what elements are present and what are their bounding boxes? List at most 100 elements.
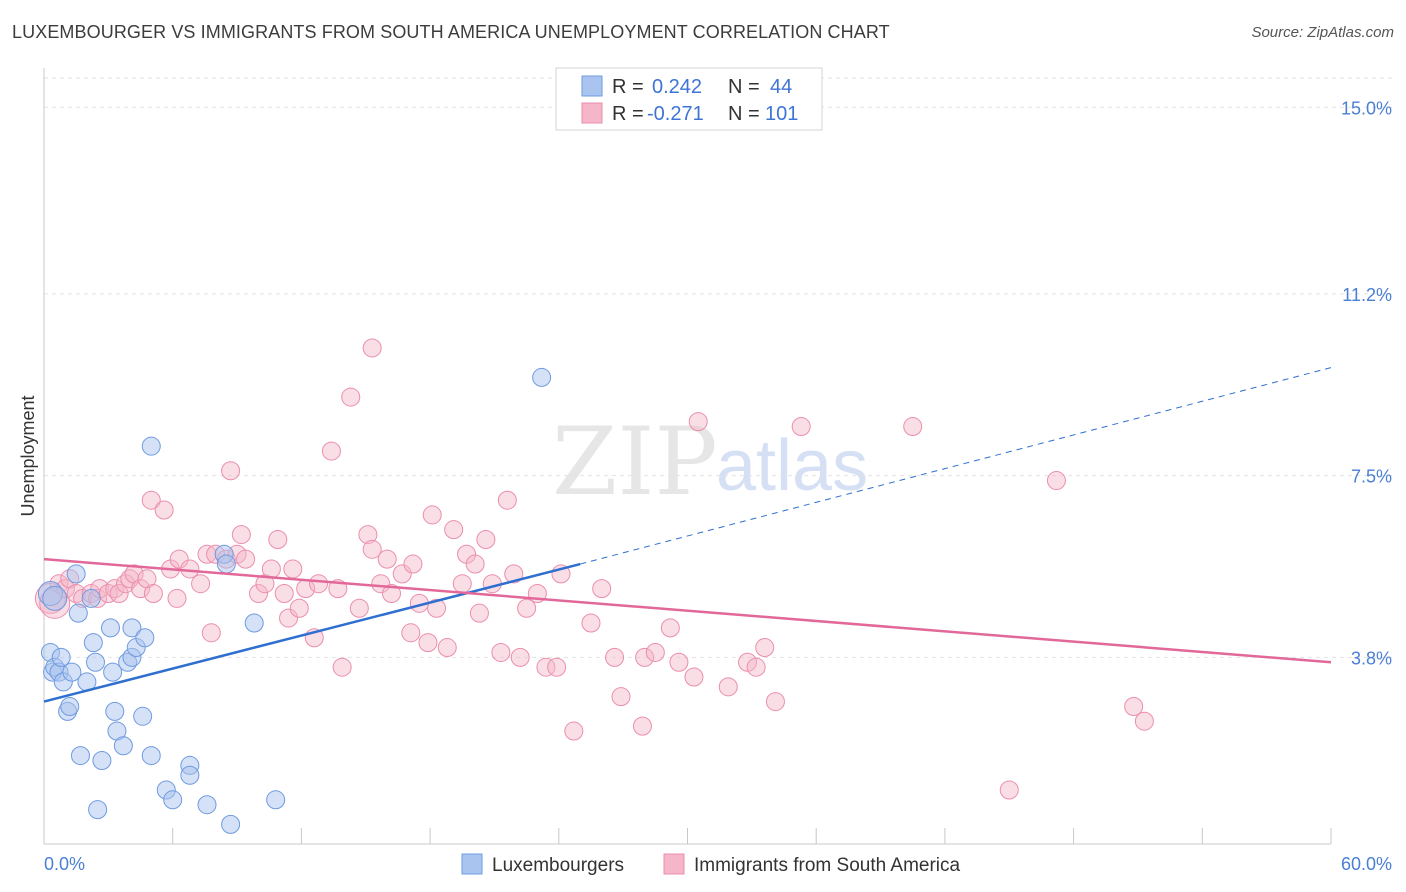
scatter-point-luxembourgers <box>81 588 101 608</box>
scatter-point-luxembourgers <box>60 696 80 716</box>
scatter-point-south-america <box>261 559 281 579</box>
scatter-point-south-america <box>201 623 221 643</box>
scatter-point-south-america <box>362 338 382 358</box>
scatter-point-luxembourgers <box>70 746 90 766</box>
scatter-point-luxembourgers <box>83 633 103 653</box>
bottom-legend-label-south-america: Immigrants from South America <box>694 855 961 876</box>
legend-r-label: R = <box>612 103 644 125</box>
bottom-legend-swatch-south-america <box>663 853 685 875</box>
scatter-point-south-america <box>510 647 530 667</box>
scatter-point-luxembourgers <box>141 436 161 456</box>
x-tick-marks <box>172 828 1332 844</box>
legend: R = 0.242 N = 44 R = -0.271 N = 101 <box>555 67 823 131</box>
scatter-point-south-america <box>465 554 485 574</box>
series-south-america-points <box>34 338 1154 800</box>
scatter-point-south-america <box>418 633 438 653</box>
scatter-point-south-america <box>279 608 299 628</box>
scatter-point-south-america <box>141 490 161 510</box>
scatter-point-south-america <box>581 613 601 633</box>
scatter-point-luxembourgers <box>62 662 82 682</box>
scatter-point-luxembourgers <box>88 800 108 820</box>
scatter-point-south-america <box>131 579 151 599</box>
scatter-point-luxembourgers <box>105 701 125 721</box>
chart-title: LUXEMBOURGER VS IMMIGRANTS FROM SOUTH AM… <box>12 22 890 42</box>
scatter-point-south-america <box>358 525 378 545</box>
scatter-point-luxembourgers <box>133 706 153 726</box>
scatter-point-south-america <box>167 588 187 608</box>
scatter-point-south-america <box>169 549 189 569</box>
scatter-point-south-america <box>362 539 382 559</box>
scatter-point-luxembourgers <box>221 814 241 834</box>
scatter-point-south-america <box>611 687 631 707</box>
scatter-point-luxembourgers <box>135 628 155 648</box>
scatter-point-luxembourgers <box>51 647 71 667</box>
y-tick-label: 11.2% <box>1342 285 1392 305</box>
legend-swatch-south-america <box>581 102 603 124</box>
scatter-point-south-america <box>592 579 612 599</box>
x-tick-label-max: 60.0% <box>1341 854 1392 874</box>
scatter-point-south-america <box>98 584 118 604</box>
trend-line-luxembourgers-extension <box>580 367 1332 565</box>
scatter-point-luxembourgers <box>532 367 552 387</box>
scatter-point-luxembourgers <box>100 618 120 638</box>
scatter-point-luxembourgers <box>113 736 133 756</box>
scatter-point-luxembourgers <box>42 585 68 611</box>
scatter-point-south-america <box>289 598 309 618</box>
bottom-legend: Luxembourgers Immigrants from South Amer… <box>461 853 961 876</box>
scatter-point-south-america <box>765 692 785 712</box>
watermark: ZIP atlas <box>552 408 868 517</box>
scatter-point-south-america <box>349 598 369 618</box>
scatter-point-south-america <box>491 642 511 662</box>
scatter-point-luxembourgers <box>180 765 200 785</box>
scatter-point-south-america <box>274 584 294 604</box>
legend-n-label: N = <box>728 103 760 125</box>
scatter-point-south-america <box>341 387 361 407</box>
scatter-point-south-america <box>746 657 766 677</box>
scatter-point-luxembourgers <box>68 603 88 623</box>
series-luxembourgers-points <box>37 367 552 834</box>
grid-lines <box>44 77 1392 658</box>
scatter-point-south-america <box>605 647 625 667</box>
scatter-point-south-america <box>1046 471 1066 491</box>
scatter-point-south-america <box>504 564 524 584</box>
scatter-point-south-america <box>403 554 423 574</box>
trend-lines <box>43 367 1332 703</box>
scatter-point-luxembourgers <box>122 618 142 638</box>
scatter-point-luxembourgers <box>244 613 264 633</box>
legend-r-value: 0.242 <box>652 76 702 98</box>
scatter-point-luxembourgers <box>216 554 236 574</box>
y-tick-label: 15.0% <box>1341 98 1392 118</box>
scatter-point-south-america <box>231 525 251 545</box>
legend-n-value: 101 <box>765 103 798 125</box>
scatter-point-south-america <box>1134 711 1154 731</box>
scatter-point-south-america <box>645 642 665 662</box>
legend-n-value: 44 <box>770 76 792 98</box>
scatter-point-south-america <box>381 584 401 604</box>
scatter-point-south-america <box>669 652 689 672</box>
legend-r-label: R = <box>612 76 644 98</box>
scatter-point-south-america <box>371 574 391 594</box>
scatter-point-south-america <box>309 574 329 594</box>
scatter-point-south-america <box>392 564 412 584</box>
y-tick-label: 7.5% <box>1351 467 1392 487</box>
scatter-point-south-america <box>452 574 472 594</box>
scatter-point-south-america <box>109 584 129 604</box>
scatter-point-luxembourgers <box>103 662 123 682</box>
scatter-point-south-america <box>236 549 256 569</box>
scatter-point-south-america <box>143 584 163 604</box>
scatter-point-south-america <box>999 780 1019 800</box>
bottom-legend-swatch-luxembourgers <box>461 853 483 875</box>
scatter-point-luxembourgers <box>197 795 217 815</box>
watermark-atlas: atlas <box>716 426 868 506</box>
scatter-point-south-america <box>635 647 655 667</box>
scatter-point-south-america <box>791 417 811 437</box>
scatter-point-south-america <box>903 417 923 437</box>
scatter-point-south-america <box>401 623 421 643</box>
scatter-point-south-america <box>268 529 288 549</box>
scatter-point-south-america <box>283 559 303 579</box>
legend-swatch-luxembourgers <box>581 75 603 97</box>
scatter-point-luxembourgers <box>92 751 112 771</box>
scatter-point-south-america <box>321 441 341 461</box>
legend-n-label: N = <box>728 76 760 98</box>
